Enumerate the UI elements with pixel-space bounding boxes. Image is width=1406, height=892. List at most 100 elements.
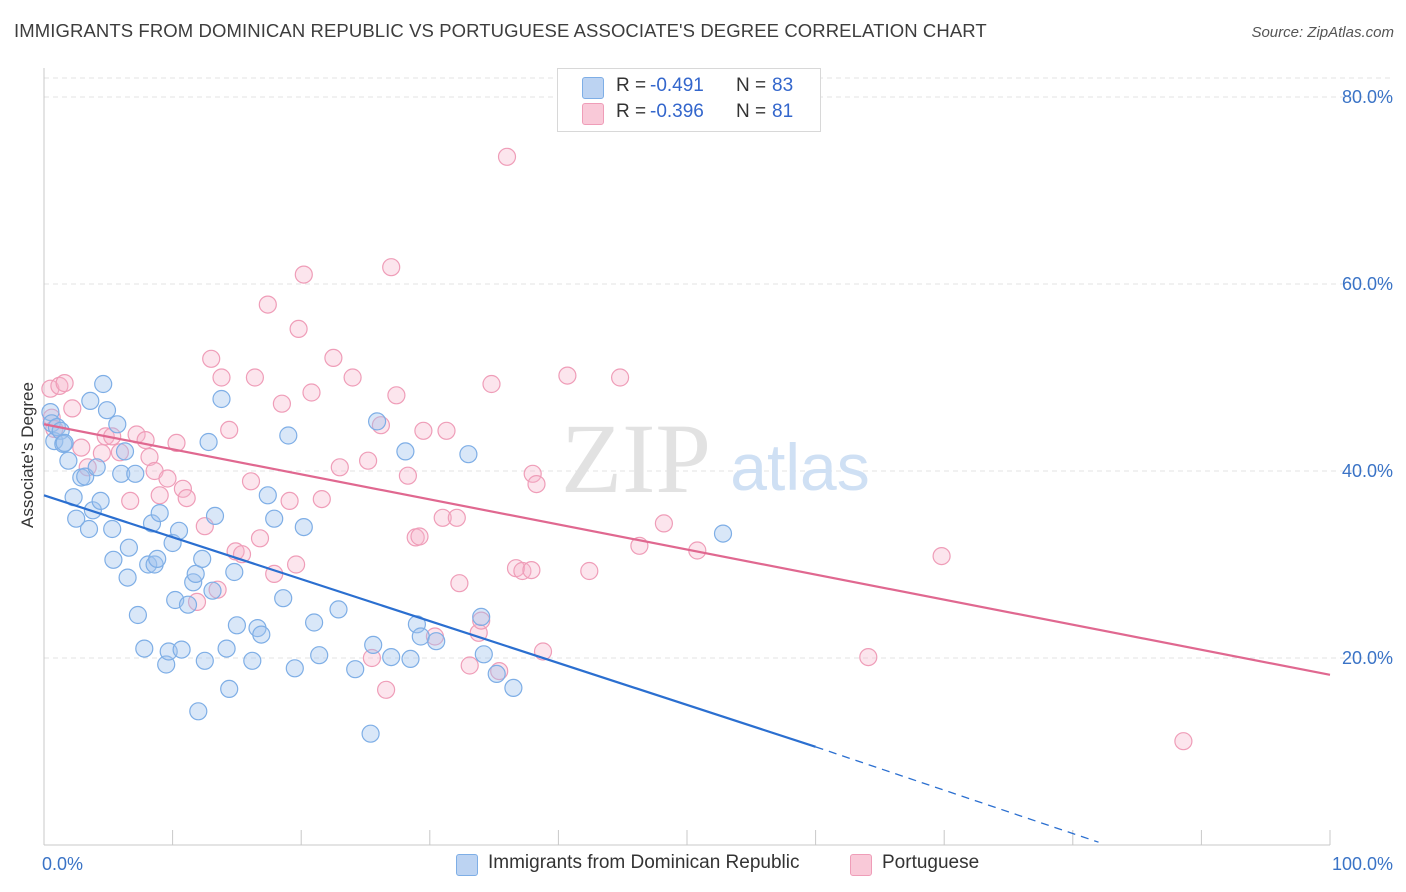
portuguese-point	[433, 508, 452, 527]
dominican-point	[364, 635, 383, 655]
portuguese-point	[167, 433, 186, 452]
dominican-point	[91, 491, 110, 510]
series-legend: Immigrants from Dominican Republic Portu…	[0, 852, 1406, 878]
dominican-point	[79, 519, 99, 539]
x-tick-label-max: 100.0%	[1332, 854, 1393, 874]
portuguese-point	[437, 421, 456, 440]
dominican-point	[258, 486, 277, 505]
portuguese-point	[202, 349, 221, 368]
correlation-legend: R = -0.491 N = 83 R = -0.396 N = 81	[557, 68, 821, 132]
dominican-trend-line	[43, 494, 816, 748]
dominican-point	[504, 678, 523, 698]
watermark-zip: ZIP	[561, 403, 711, 514]
portuguese-point	[580, 561, 599, 581]
portuguese-point	[859, 647, 878, 667]
portuguese-point	[460, 656, 479, 675]
portuguese-point	[258, 295, 277, 314]
dominican-point	[172, 640, 191, 659]
portuguese-point	[177, 489, 196, 508]
portuguese-point	[241, 472, 261, 491]
dominican-point	[112, 464, 131, 483]
portuguese-point	[654, 514, 674, 533]
dominican-point	[329, 600, 348, 619]
dominican-point	[310, 646, 329, 665]
portuguese-point	[482, 374, 501, 394]
dominican-point	[126, 464, 145, 483]
portuguese-point	[359, 451, 378, 470]
portuguese-point	[410, 527, 429, 546]
legend-swatch-pink	[582, 103, 604, 125]
portuguese-point	[398, 466, 417, 485]
portuguese-point	[343, 368, 362, 387]
dominican-point	[212, 389, 231, 409]
dominican-point	[55, 433, 74, 452]
portuguese-point	[312, 490, 331, 509]
portuguese-point	[302, 383, 321, 402]
dominican-point	[382, 647, 401, 667]
r-label: R =	[616, 101, 647, 122]
portuguese-point	[382, 258, 401, 277]
portuguese-point	[280, 491, 299, 510]
r-value: -0.396	[650, 101, 704, 122]
portuguese-point	[387, 386, 406, 405]
dominican-point	[150, 503, 169, 523]
portuguese-point	[497, 147, 517, 166]
portuguese-point	[272, 394, 291, 413]
portuguese-point	[527, 475, 546, 494]
portuguese-point	[414, 421, 433, 440]
x-tick-label-min: 0.0%	[42, 854, 83, 874]
dominican-point	[94, 374, 113, 394]
dominican-point	[189, 702, 208, 721]
dominican-point	[186, 564, 205, 584]
legend-label-portuguese: Portuguese	[882, 852, 980, 873]
portuguese-point	[324, 348, 343, 367]
portuguese-point	[140, 447, 159, 467]
portuguese-point	[110, 443, 130, 462]
dominican-point	[487, 664, 506, 684]
dominican-point	[361, 724, 380, 743]
trend-lines	[43, 423, 1331, 843]
dominican-point	[128, 605, 147, 625]
source-credit: Source: ZipAtlas.com	[1251, 24, 1394, 41]
dominican-point	[294, 517, 313, 537]
dominican-point	[108, 415, 127, 434]
dominican-point	[217, 639, 236, 658]
dominican-point	[135, 639, 154, 658]
n-label: N =	[736, 75, 767, 96]
dominican-point	[220, 679, 239, 699]
legend-label-dominican: Immigrants from Dominican Republic	[488, 852, 800, 873]
portuguese-point	[245, 368, 264, 387]
portuguese-point	[55, 374, 74, 393]
legend-swatch-blue	[456, 854, 478, 876]
dominican-point	[346, 660, 365, 679]
dominican-point	[81, 391, 100, 410]
dominican-point	[104, 550, 123, 569]
dominican-point	[97, 401, 117, 420]
portuguese-point	[289, 319, 308, 338]
portuguese-point	[377, 680, 396, 699]
dominican-points	[41, 374, 733, 743]
dominican-point	[252, 625, 271, 644]
portuguese-point	[362, 648, 381, 668]
portuguese-point	[490, 661, 509, 681]
portuguese-point	[287, 555, 306, 574]
dominican-point	[227, 616, 246, 635]
portuguese-point	[250, 529, 270, 548]
dominican-point	[459, 445, 478, 464]
portuguese-point	[220, 420, 239, 439]
y-tick-label: 60.0%	[1342, 274, 1393, 294]
dominican-point	[203, 581, 222, 600]
dominican-point	[195, 651, 214, 670]
dominican-point	[305, 613, 324, 632]
dominican-point	[118, 568, 137, 587]
r-label: R =	[616, 75, 647, 96]
portuguese-point	[121, 491, 140, 510]
n-value: 81	[772, 101, 794, 122]
tick-labels: 20.0% 40.0% 60.0% 80.0% 0.0% 100.0%	[42, 87, 1393, 874]
portuguese-point	[447, 508, 466, 527]
y-tick-label: 80.0%	[1342, 87, 1393, 107]
dominican-point	[139, 555, 158, 574]
dominican-point	[411, 627, 430, 646]
dominican-point	[472, 607, 491, 627]
watermark-atlas: atlas	[730, 430, 869, 504]
